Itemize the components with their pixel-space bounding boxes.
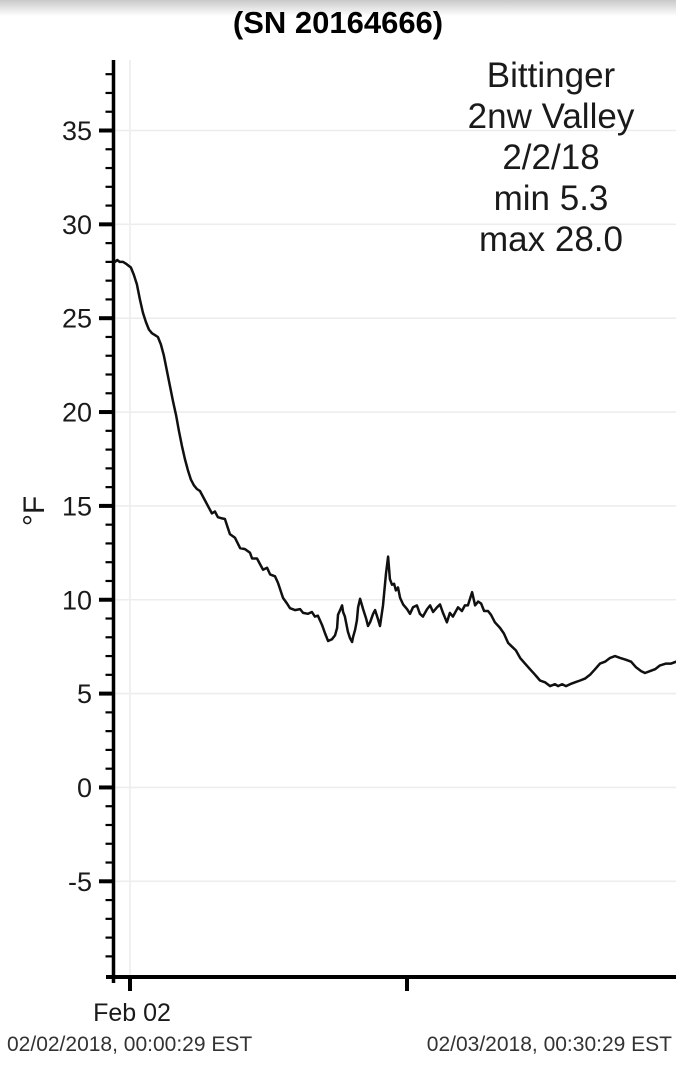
annotation-station-name: Bittinger	[486, 56, 616, 95]
y-tick-label: 35	[62, 116, 92, 146]
annotation-max-value: max 28.0	[479, 220, 623, 259]
x-tick-label: Feb 02	[93, 999, 171, 1027]
y-tick-label: 20	[62, 398, 92, 428]
footer-end-timestamp: 02/03/2018, 00:30:29 EST	[426, 1033, 672, 1056]
y-tick-label: 5	[77, 679, 92, 709]
chart-title: (SN 20164666)	[232, 5, 444, 40]
y-axis-unit-label: °F	[18, 496, 51, 526]
annotation-date: 2/2/18	[502, 138, 600, 177]
y-tick-label: -5	[68, 867, 92, 897]
y-tick-label: 10	[62, 585, 92, 615]
y-tick-label: 30	[62, 210, 92, 240]
y-tick-label: 0	[77, 773, 92, 803]
temperature-line	[113, 258, 676, 688]
y-tick-label: 15	[62, 491, 92, 521]
y-tick-label: 25	[62, 304, 92, 334]
annotation-min-value: min 5.3	[493, 179, 609, 218]
annotation-station-location: 2nw Valley	[467, 97, 635, 136]
chart-annotation: Bittinger 2nw Valley 2/2/18 min 5.3 max …	[421, 55, 676, 260]
footer-start-timestamp: 02/02/2018, 00:00:29 EST	[7, 1033, 253, 1056]
top-gradient	[0, 0, 676, 16]
